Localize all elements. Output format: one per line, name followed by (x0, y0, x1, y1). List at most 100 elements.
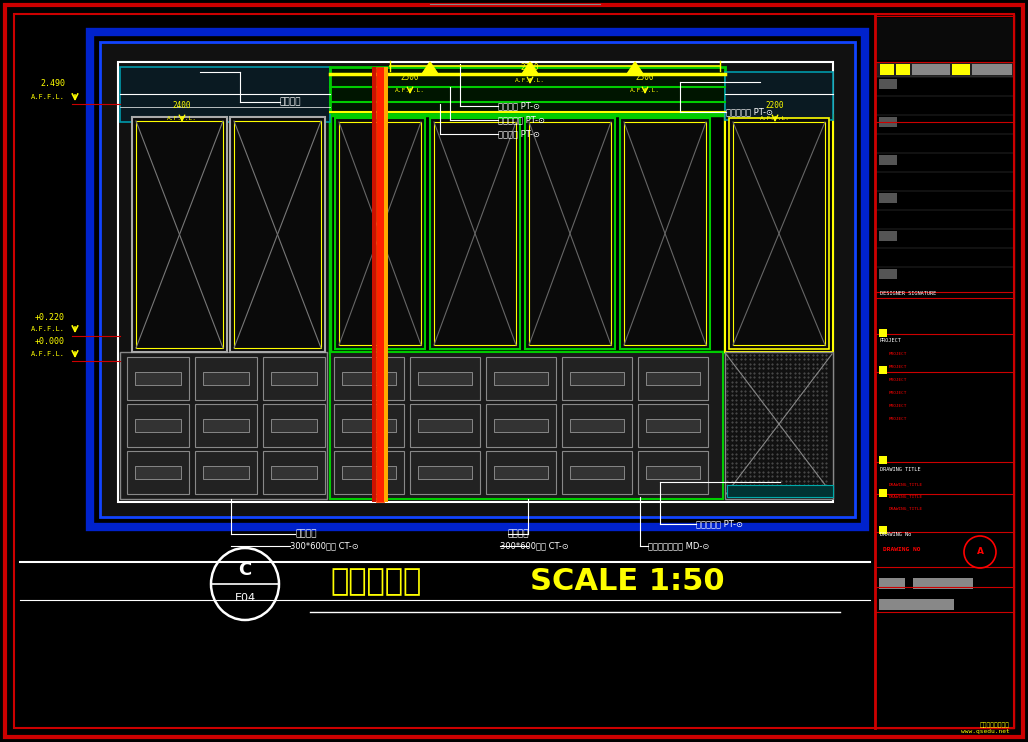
Text: PROJECT: PROJECT (889, 391, 908, 395)
Bar (118, 62, 833, 502)
Bar (638, 451, 708, 494)
Bar (203, 419, 249, 432)
Text: PROJECT: PROJECT (889, 404, 908, 408)
Text: +0.220: +0.220 (35, 312, 65, 321)
Bar (410, 404, 480, 447)
Bar (100, 42, 855, 517)
Bar (952, 64, 970, 75)
Bar (562, 357, 632, 400)
Bar (486, 451, 556, 494)
Text: E04: E04 (234, 593, 256, 603)
Text: DRAWING No: DRAWING No (880, 532, 911, 537)
Text: 乳膠漆飾面 PT-⊙: 乳膠漆飾面 PT-⊙ (696, 519, 743, 528)
Bar (570, 372, 624, 385)
Bar (330, 67, 725, 112)
Bar (234, 121, 321, 348)
Bar (330, 115, 725, 352)
Bar (646, 419, 700, 432)
Text: 2400: 2400 (173, 101, 191, 110)
Bar (620, 118, 710, 349)
Bar (494, 372, 548, 385)
Polygon shape (627, 62, 642, 74)
Bar (334, 357, 404, 400)
Bar (879, 117, 897, 127)
Bar (879, 269, 897, 279)
Bar (562, 404, 632, 447)
Polygon shape (423, 62, 438, 74)
Polygon shape (522, 62, 538, 74)
Bar (879, 155, 897, 165)
Bar (127, 451, 189, 494)
Bar (880, 64, 894, 75)
Bar (342, 419, 396, 432)
Text: DRAWING_TITLE: DRAWING_TITLE (889, 482, 923, 486)
Bar (529, 122, 611, 345)
Text: DRAWING_TITLE: DRAWING_TITLE (889, 494, 923, 498)
Bar (494, 419, 548, 432)
Text: A.F.F.L.: A.F.F.L. (167, 116, 197, 121)
Text: 2500: 2500 (635, 73, 654, 82)
Bar (434, 122, 516, 345)
Bar (729, 118, 829, 349)
Bar (203, 466, 249, 479)
Bar (135, 466, 181, 479)
Text: 2500: 2500 (401, 73, 419, 82)
Bar (733, 122, 825, 345)
Text: 2.490: 2.490 (40, 79, 65, 88)
Bar (486, 357, 556, 400)
Bar (727, 485, 833, 497)
Bar (570, 419, 624, 432)
Bar (972, 64, 1012, 75)
Bar (875, 14, 1014, 728)
Bar (877, 62, 1014, 77)
Text: A.F.F.L.: A.F.F.L. (31, 351, 65, 357)
Bar (330, 352, 723, 499)
Bar (638, 357, 708, 400)
Bar (127, 404, 189, 447)
Text: A: A (977, 548, 984, 556)
Bar (624, 122, 706, 345)
Bar (335, 118, 425, 349)
Bar (877, 18, 1014, 60)
Bar (879, 231, 897, 241)
Bar (725, 72, 833, 120)
Bar (120, 352, 327, 499)
Bar (136, 121, 223, 348)
Bar (263, 404, 325, 447)
Text: 整體廚櫃: 整體廚櫃 (508, 530, 529, 539)
Bar (896, 64, 910, 75)
Bar (879, 79, 897, 89)
Text: 石膏板吊頂 PT-⊙: 石膏板吊頂 PT-⊙ (726, 108, 773, 116)
Bar (334, 404, 404, 447)
Bar (90, 32, 865, 527)
Text: 齐生设计职业学校
www.qsedu.net: 齐生设计职业学校 www.qsedu.net (961, 723, 1009, 734)
Bar (879, 366, 887, 374)
Text: DRAWING_TITLE: DRAWING_TITLE (889, 506, 923, 510)
Bar (271, 466, 317, 479)
Text: 石膏線條 PT-⊙: 石膏線條 PT-⊙ (498, 130, 540, 139)
Bar (334, 451, 404, 494)
Bar (646, 466, 700, 479)
Bar (135, 419, 181, 432)
Bar (101, 43, 854, 516)
Text: 集成吊頂: 集成吊頂 (280, 97, 301, 107)
Bar (195, 451, 257, 494)
Bar (342, 372, 396, 385)
Text: PROJECT: PROJECT (889, 365, 908, 369)
Bar (879, 193, 897, 203)
Bar (879, 329, 887, 337)
Text: PROJECT: PROJECT (889, 378, 908, 382)
Bar (638, 404, 708, 447)
Bar (570, 466, 624, 479)
Bar (562, 451, 632, 494)
Text: 2700: 2700 (521, 63, 540, 72)
Bar (912, 64, 950, 75)
Bar (384, 67, 388, 502)
Bar (418, 419, 472, 432)
Text: PROJECT: PROJECT (889, 352, 908, 356)
Bar (342, 466, 396, 479)
Bar (263, 357, 325, 400)
Text: A.F.F.L.: A.F.F.L. (31, 326, 65, 332)
Bar (646, 372, 700, 385)
Bar (418, 466, 472, 479)
